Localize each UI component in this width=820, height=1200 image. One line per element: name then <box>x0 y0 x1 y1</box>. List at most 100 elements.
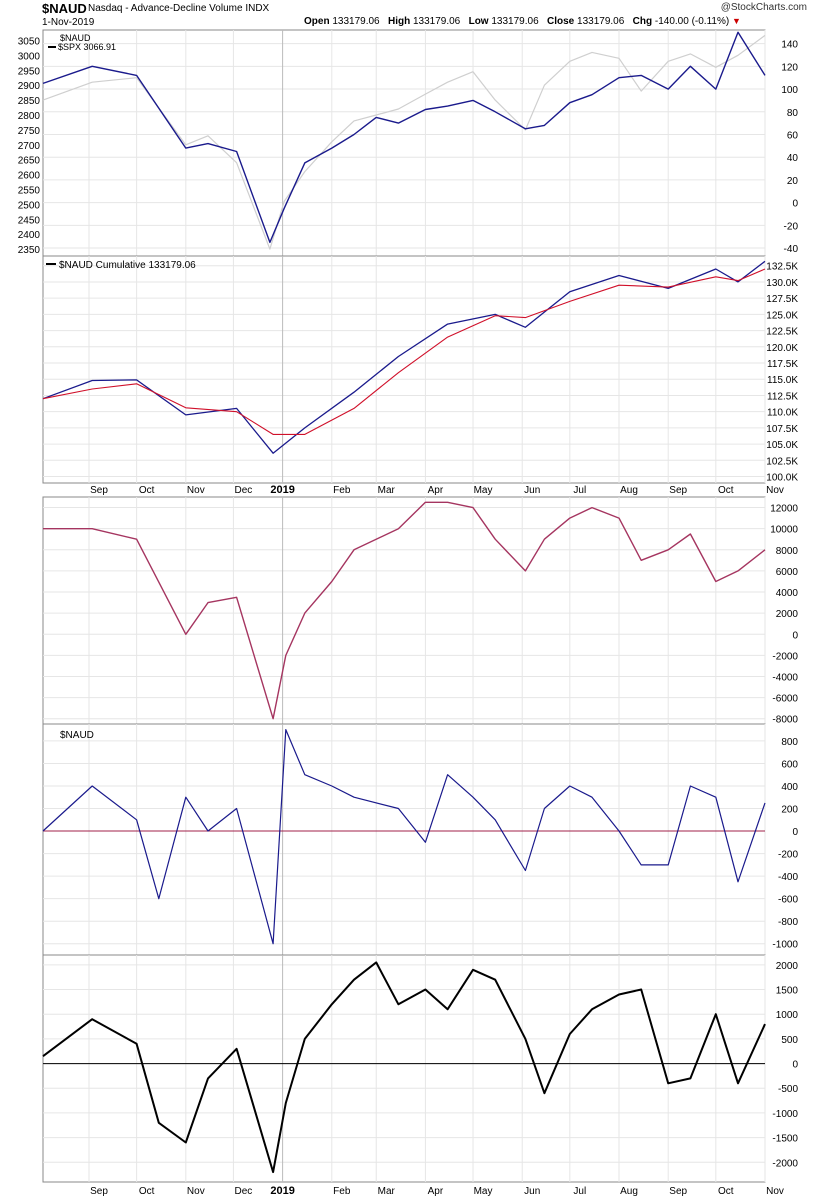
y-tick-label: 1500 <box>776 986 799 997</box>
open-label: Open <box>304 16 330 27</box>
y-left-tick-label: 2350 <box>18 245 41 256</box>
x-tick-label: 2019 <box>270 484 294 496</box>
x-tick-label: 2019 <box>270 1185 294 1197</box>
x-tick-label: Nov <box>187 485 205 496</box>
y-tick-label: -1000 <box>772 940 798 951</box>
y-tick-label: -1000 <box>772 1109 798 1120</box>
y-tick-label: 8000 <box>776 546 799 557</box>
y-tick-label: 60 <box>787 130 799 141</box>
y-left-tick-label: 2550 <box>18 186 41 197</box>
x-tick-label: Jun <box>524 485 540 496</box>
x-tick-label: Sep <box>90 1186 108 1197</box>
y-left-tick-label: 2450 <box>18 215 41 226</box>
panel-frame <box>42 954 766 1183</box>
y-left-tick-label: 2900 <box>18 81 41 92</box>
y-tick-label: -40 <box>784 244 799 255</box>
y-tick-label: 110.0K <box>767 408 798 419</box>
y-tick-label: -2000 <box>772 651 798 662</box>
low-label: Low <box>468 16 489 27</box>
y-tick-label: -4000 <box>772 672 798 683</box>
panel-2 <box>42 255 766 484</box>
x-tick-label: Mar <box>378 485 396 496</box>
y-left-tick-label: 2700 <box>18 141 41 152</box>
legend-cumulative: $NAUD Cumulative 133179.06 <box>59 260 196 271</box>
y-tick-label: 0 <box>792 199 798 210</box>
close-label: Close <box>547 16 575 27</box>
y-tick-label: 400 <box>781 782 798 793</box>
series-line-1 <box>42 961 766 1174</box>
panel-3 <box>42 496 766 725</box>
x-tick-label: May <box>474 485 493 496</box>
panel-frame <box>42 723 766 956</box>
legend-spx: $SPX 3066.91 <box>58 42 116 52</box>
y-left-tick-label: 2850 <box>18 96 41 107</box>
ticker-description: Nasdaq - Advance-Decline Volume <box>88 3 243 14</box>
chart-header: $NAUD Nasdaq - Advance-Decline Volume IN… <box>0 0 820 30</box>
y-tick-label: 2000 <box>776 961 799 972</box>
quote-summary: Open 133179.06 High 133179.06 Low 133179… <box>304 16 741 27</box>
y-tick-label: -500 <box>778 1084 798 1095</box>
y-tick-label: 1000 <box>776 1010 799 1021</box>
y-tick-label: 0 <box>792 630 798 641</box>
y-left-tick-label: 2500 <box>18 200 41 211</box>
y-tick-label: 0 <box>792 1060 798 1071</box>
y-tick-label: -6000 <box>772 694 798 705</box>
brand-watermark: @StockCharts.com <box>720 2 807 13</box>
y-left-tick-label: 3000 <box>18 51 41 62</box>
x-tick-label: Apr <box>428 1186 444 1197</box>
y-tick-label: 140 <box>781 40 798 51</box>
y-tick-label: -1500 <box>772 1134 798 1145</box>
y-left-tick-label: 2800 <box>18 111 41 122</box>
y-tick-label: 12000 <box>770 504 798 515</box>
series-line-1 <box>42 728 766 945</box>
quote-date: 1-Nov-2019 <box>42 17 95 28</box>
high-label: High <box>387 16 411 27</box>
y-tick-label: 40 <box>787 153 799 164</box>
y-tick-label: 800 <box>781 737 798 748</box>
y-left-tick-label: 2400 <box>18 230 41 241</box>
y-tick-label: -20 <box>784 221 799 232</box>
y-tick-label: 10000 <box>770 525 798 536</box>
x-tick-label: Aug <box>620 1186 638 1197</box>
y-tick-label: -8000 <box>772 715 798 726</box>
y-tick-label: 6000 <box>776 567 799 578</box>
ticker-exchange: INDX <box>245 3 270 14</box>
y-tick-label: -600 <box>778 895 798 906</box>
close-value: 133179.06 <box>577 16 625 27</box>
y-tick-label: 125.0K <box>766 310 798 321</box>
y-left-tick-label: 2600 <box>18 171 41 182</box>
x-tick-label: Oct <box>718 485 734 496</box>
y-tick-label: 132.5K <box>766 262 798 273</box>
y-tick-label: 122.5K <box>766 327 798 338</box>
x-tick-label: Mar <box>378 1186 396 1197</box>
panel-frame <box>42 29 766 257</box>
y-tick-label: 112.5K <box>767 391 798 402</box>
y-tick-label: 500 <box>781 1035 798 1046</box>
open-value: 133179.06 <box>332 16 380 27</box>
y-tick-label: 0 <box>792 827 798 838</box>
x-tick-label: Feb <box>333 1186 351 1197</box>
y-tick-label: 100 <box>781 85 798 96</box>
x-tick-label: May <box>474 1186 493 1197</box>
y-tick-label: 600 <box>781 759 798 770</box>
x-tick-label: Aug <box>620 485 638 496</box>
x-tick-label: Apr <box>428 485 444 496</box>
y-left-tick-label: 3050 <box>18 36 41 47</box>
x-tick-label: Feb <box>333 485 351 496</box>
legend-naud: $NAUD <box>60 33 91 43</box>
x-tick-label: Nov <box>766 485 784 496</box>
panel-frame <box>42 496 766 725</box>
x-tick-label: Sep <box>669 1186 687 1197</box>
x-tick-label: Dec <box>235 1186 253 1197</box>
panel-5 <box>42 954 766 1183</box>
series-line-2 <box>42 34 766 250</box>
x-tick-label: Oct <box>718 1186 734 1197</box>
y-tick-label: -800 <box>778 917 798 928</box>
panel-4 <box>42 723 766 956</box>
series-line-1 <box>43 501 766 720</box>
x-tick-label: Jun <box>524 1186 540 1197</box>
low-value: 133179.06 <box>491 16 539 27</box>
y-left-tick-label: 2750 <box>18 126 41 137</box>
down-arrow-icon: ▼ <box>731 16 741 26</box>
y-left-tick-label: 2950 <box>18 66 41 77</box>
